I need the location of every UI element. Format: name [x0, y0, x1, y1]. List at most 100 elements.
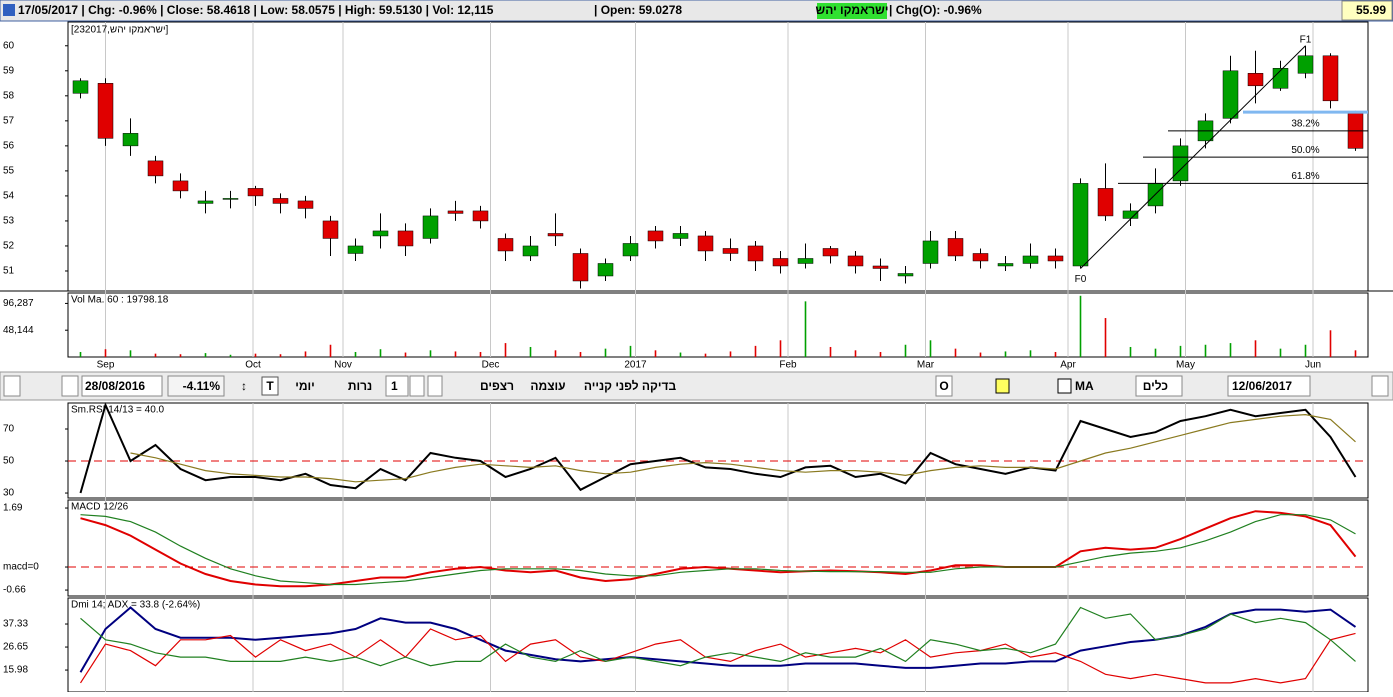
tools-dropdown[interactable]	[1135, 375, 1183, 397]
check[interactable]: בדיקה לפני קנייה	[584, 379, 677, 393]
y-tick-label: 96,287	[3, 298, 34, 309]
candle-body	[322, 220, 339, 239]
volume-bar	[1079, 295, 1082, 357]
o-button[interactable]: O	[939, 379, 948, 393]
panel-title: Dmi 14; ADX = 33.8 (-2.64%)	[71, 600, 200, 611]
candle-body	[822, 248, 839, 257]
y-tick-label: 37.33	[3, 619, 28, 630]
candle-body	[397, 230, 414, 247]
change: -4.11%	[183, 379, 221, 393]
volume-bar	[554, 350, 557, 357]
o-box[interactable]	[935, 375, 953, 397]
candles[interactable]: נרות	[348, 379, 372, 393]
candle-body	[97, 83, 114, 139]
y-tick-label: 51	[3, 266, 15, 277]
volume-bar	[1354, 350, 1357, 357]
ma-checkbox[interactable]	[1057, 378, 1072, 394]
volume-bar	[404, 352, 407, 357]
volume-bar	[204, 353, 207, 357]
scroll-right[interactable]	[61, 375, 79, 397]
sequences[interactable]: רצפים	[480, 379, 514, 393]
tools: כלים	[1143, 379, 1168, 393]
volume-bar	[654, 350, 657, 357]
last: 55.99	[1356, 3, 1386, 17]
indicator-line	[79, 606, 1357, 673]
y-tick-label: 70	[3, 424, 15, 435]
candle-body	[72, 80, 89, 94]
panel-frame	[67, 499, 1369, 597]
panel-title: Vol Ma. 60 : 19798.18	[71, 295, 169, 306]
candle-body	[522, 245, 539, 257]
candle-body	[672, 233, 689, 239]
text-tool[interactable]: T	[266, 379, 274, 393]
y-tick-label: 57	[3, 115, 15, 126]
volume-bar	[604, 348, 607, 357]
step-box[interactable]	[385, 375, 409, 397]
y-tick-label: 52	[3, 241, 15, 252]
y-tick-label: 1.69	[3, 503, 23, 514]
volume-bar	[679, 352, 682, 357]
volume-bar	[1054, 351, 1057, 357]
daily[interactable]: יומי	[295, 379, 315, 393]
x-tick-label: Mar	[917, 360, 935, 371]
candle-body	[347, 245, 364, 254]
candle-body	[497, 238, 514, 252]
volume-bar	[504, 343, 507, 357]
x-tick-label: Feb	[779, 360, 797, 371]
indicator-line	[80, 606, 1356, 667]
volume-bar	[854, 350, 857, 357]
to-date-box[interactable]	[1227, 375, 1311, 397]
candle-body	[947, 238, 964, 257]
scroll-end[interactable]	[1371, 375, 1389, 397]
y-tick-label: macd=0	[3, 562, 39, 573]
ma[interactable]: MA	[1075, 379, 1094, 393]
x-tick-label: May	[1176, 360, 1195, 371]
scroll-left[interactable]	[3, 375, 21, 397]
volume-bar	[329, 344, 332, 357]
volume-bar	[454, 351, 457, 357]
volume-bar	[629, 345, 632, 357]
range-icon[interactable]: ↕	[241, 379, 247, 393]
x-tick-label: Apr	[1060, 360, 1076, 371]
candle-body	[547, 233, 564, 237]
open: | Open: 59.0278	[594, 3, 682, 17]
volume-bar	[1104, 318, 1107, 357]
y-tick-label: 56	[3, 141, 15, 152]
step-down[interactable]	[409, 375, 425, 397]
volume-bar	[179, 354, 182, 357]
y-tick-label: 55	[3, 166, 15, 177]
panel-frame	[67, 402, 1369, 499]
candle-body	[922, 240, 939, 264]
y-tick-label: 48,144	[3, 325, 34, 336]
panel-title: Sm.RSI 14/13 = 40.0	[71, 405, 165, 416]
strength[interactable]: עוצמה	[530, 379, 565, 393]
fib-label: F0	[1075, 274, 1087, 285]
x-tick-label: Oct	[245, 360, 261, 371]
candle-body	[872, 265, 889, 269]
y-tick-label: 30	[3, 488, 15, 499]
color-box[interactable]	[995, 378, 1010, 394]
volume-bar	[779, 340, 782, 357]
candle-body	[1047, 255, 1064, 262]
panel-title: MACD 12/26	[71, 502, 129, 513]
candle-body	[972, 253, 989, 262]
volume-bar	[904, 344, 907, 357]
step-up[interactable]	[427, 375, 443, 397]
candle-body	[797, 258, 814, 264]
y-tick-label: 54	[3, 191, 15, 202]
candle-body	[747, 245, 764, 262]
volume-bar	[954, 348, 957, 357]
symbol-box	[817, 3, 887, 19]
volume-bar	[1004, 351, 1007, 357]
candle-body	[1247, 73, 1264, 87]
volume-bar	[1204, 344, 1207, 357]
volume-bar	[429, 350, 432, 357]
volume-bar	[304, 351, 307, 357]
from-date-box[interactable]	[81, 375, 163, 397]
y-tick-label: 50	[3, 456, 15, 467]
candle-body	[597, 263, 614, 277]
volume-bar	[1329, 330, 1332, 357]
text-tool-box[interactable]	[261, 376, 279, 396]
volume-bar	[254, 353, 257, 357]
chg-open: | Chg(O): -0.96%	[889, 3, 982, 17]
